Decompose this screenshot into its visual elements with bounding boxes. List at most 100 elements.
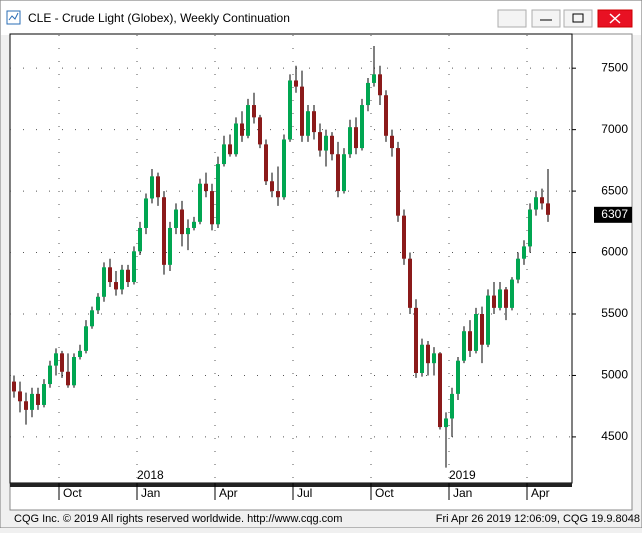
last-price-label: 6307 bbox=[601, 207, 628, 221]
candle-body bbox=[36, 393, 40, 405]
x-tick-label: Jan bbox=[141, 486, 160, 500]
candle-body bbox=[492, 295, 496, 308]
x-tick-label: Apr bbox=[531, 486, 550, 500]
y-tick-label: 5000 bbox=[601, 368, 628, 382]
candle-body bbox=[324, 135, 328, 151]
candle-body bbox=[264, 144, 268, 182]
y-tick-label: 7500 bbox=[601, 60, 628, 74]
candle-body bbox=[198, 183, 202, 222]
candle-body bbox=[516, 258, 520, 280]
year-label: 2018 bbox=[137, 468, 164, 482]
x-tick-label: Jul bbox=[297, 486, 312, 500]
footer-left: CQG Inc. © 2019 All rights reserved worl… bbox=[14, 513, 342, 525]
close-glyph bbox=[609, 13, 621, 24]
candle-body bbox=[78, 350, 82, 358]
candle-body bbox=[510, 279, 514, 308]
candle-body bbox=[468, 331, 472, 351]
candle-body bbox=[108, 267, 112, 283]
candle-body bbox=[384, 95, 388, 136]
candle-body bbox=[540, 197, 544, 204]
candle-body bbox=[168, 227, 172, 265]
candle-body bbox=[216, 164, 220, 225]
minimize-button[interactable] bbox=[531, 9, 561, 28]
candle-body bbox=[114, 282, 118, 290]
candle-body bbox=[270, 181, 274, 192]
year-label: 2019 bbox=[449, 468, 476, 482]
candle-body bbox=[426, 344, 430, 364]
x-tick-label: Jan bbox=[453, 486, 472, 500]
candle-body bbox=[366, 82, 370, 106]
candle-body bbox=[246, 105, 250, 136]
window-title: CLE - Crude Light (Globex), Weekly Conti… bbox=[28, 11, 290, 25]
app-icon-glyph bbox=[8, 12, 19, 21]
candle-body bbox=[486, 295, 490, 345]
footer-right: Fri Apr 26 2019 12:06:09, CQG 19.9.8048 bbox=[436, 513, 640, 525]
candle-body bbox=[138, 227, 142, 252]
candle-body bbox=[462, 331, 466, 361]
candle-body bbox=[456, 360, 460, 394]
candle-body bbox=[120, 269, 124, 290]
candle-body bbox=[402, 215, 406, 259]
candle-body bbox=[60, 353, 64, 372]
candle-body bbox=[210, 191, 214, 225]
y-tick-label: 7000 bbox=[601, 122, 628, 136]
candle-body bbox=[252, 105, 256, 118]
candle-body bbox=[498, 289, 502, 308]
candle-body bbox=[24, 401, 28, 410]
y-tick-label: 6000 bbox=[601, 245, 628, 259]
candle-body bbox=[222, 144, 226, 165]
candle-body bbox=[162, 197, 166, 265]
candle-body bbox=[282, 139, 286, 198]
candle-body bbox=[330, 135, 334, 155]
candle-body bbox=[42, 384, 46, 405]
candle-body bbox=[132, 251, 136, 283]
y-tick-label: 5500 bbox=[601, 306, 628, 320]
y-tick-label: 6500 bbox=[601, 183, 628, 197]
candle-body bbox=[414, 307, 418, 373]
y-tick-label: 4500 bbox=[601, 429, 628, 443]
candle-body bbox=[522, 246, 526, 259]
candle-body bbox=[294, 80, 298, 87]
candle-body bbox=[276, 191, 280, 198]
candle-body bbox=[234, 123, 238, 155]
candle-body bbox=[378, 74, 382, 96]
pin-button[interactable] bbox=[497, 9, 527, 28]
candle-body bbox=[84, 326, 88, 351]
candle-body bbox=[336, 154, 340, 192]
candle-body bbox=[288, 80, 292, 140]
candle-body bbox=[96, 296, 100, 311]
candle-body bbox=[390, 135, 394, 149]
candle-body bbox=[438, 353, 442, 428]
candle-body bbox=[312, 111, 316, 133]
candle-body bbox=[474, 314, 478, 351]
candle-body bbox=[528, 209, 532, 247]
candle-body bbox=[258, 117, 262, 145]
candle-body bbox=[318, 132, 322, 151]
candle-body bbox=[372, 74, 376, 83]
candle-body bbox=[186, 227, 190, 235]
candle-body bbox=[48, 365, 52, 385]
candle-body bbox=[534, 197, 538, 210]
candle-body bbox=[348, 127, 352, 155]
candle-body bbox=[66, 371, 70, 386]
candle-body bbox=[240, 123, 244, 136]
candle-body bbox=[72, 357, 76, 386]
time-strip bbox=[10, 483, 572, 487]
maximize-button[interactable] bbox=[563, 9, 593, 28]
candle-body bbox=[126, 269, 130, 283]
candle-body bbox=[192, 221, 196, 228]
candle-body bbox=[354, 127, 358, 149]
candle-body bbox=[408, 258, 412, 308]
candle-body bbox=[228, 144, 232, 155]
candle-body bbox=[504, 289, 508, 308]
candle-body bbox=[432, 353, 436, 364]
candle-body bbox=[144, 198, 148, 228]
candle-body bbox=[300, 86, 304, 136]
last-price-box bbox=[594, 206, 632, 223]
x-tick-label: Oct bbox=[375, 486, 394, 500]
candle-body bbox=[450, 393, 454, 419]
candle-body bbox=[12, 381, 16, 392]
candle-body bbox=[306, 111, 310, 136]
candle-body bbox=[546, 203, 550, 215]
